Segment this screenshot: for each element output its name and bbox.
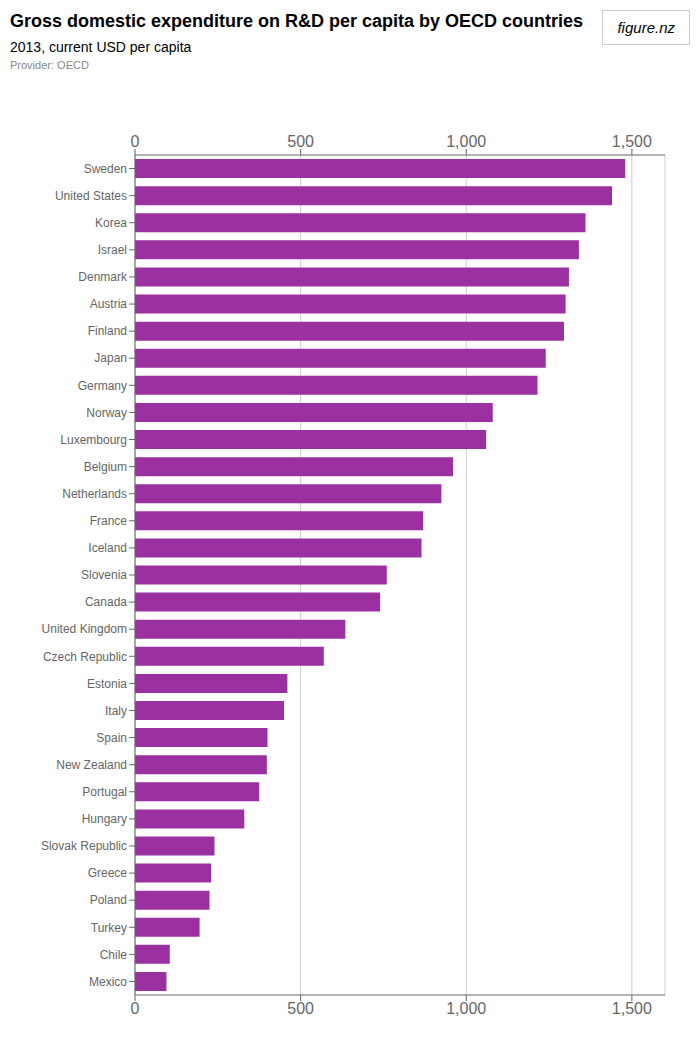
svg-text:Iceland: Iceland xyxy=(88,541,127,555)
svg-text:New Zealand: New Zealand xyxy=(56,758,127,772)
svg-text:Mexico: Mexico xyxy=(89,975,127,989)
svg-text:0: 0 xyxy=(131,133,140,150)
svg-text:Hungary: Hungary xyxy=(82,812,127,826)
svg-text:France: France xyxy=(90,514,128,528)
svg-text:Belgium: Belgium xyxy=(84,460,127,474)
svg-text:Netherlands: Netherlands xyxy=(62,487,127,501)
svg-text:Greece: Greece xyxy=(88,866,128,880)
svg-text:Chile: Chile xyxy=(100,948,128,962)
svg-text:0: 0 xyxy=(131,1000,140,1017)
svg-text:Canada: Canada xyxy=(85,595,127,609)
svg-text:Sweden: Sweden xyxy=(84,162,127,176)
svg-text:Austria: Austria xyxy=(90,297,128,311)
svg-text:Finland: Finland xyxy=(88,324,127,338)
svg-text:Spain: Spain xyxy=(96,731,127,745)
svg-text:Denmark: Denmark xyxy=(78,270,128,284)
svg-text:Slovenia: Slovenia xyxy=(81,568,127,582)
svg-text:Estonia: Estonia xyxy=(87,677,127,691)
svg-text:1,500: 1,500 xyxy=(612,1000,652,1017)
svg-text:Germany: Germany xyxy=(78,379,127,393)
svg-text:Portugal: Portugal xyxy=(82,785,127,799)
svg-text:Turkey: Turkey xyxy=(91,921,127,935)
svg-text:United States: United States xyxy=(55,189,127,203)
svg-text:500: 500 xyxy=(287,133,314,150)
html-text:Gross domestic expenditure on: Gross domestic expenditure on R&D per ca… xyxy=(10,11,584,31)
svg-text:500: 500 xyxy=(287,1000,314,1017)
html-text:2013, current USD per capita: 2013, current USD per capita xyxy=(10,38,192,55)
svg-text:Slovak Republic: Slovak Republic xyxy=(41,839,127,853)
html-text:figure.nz: figure.nz xyxy=(617,19,675,36)
svg-text:1,000: 1,000 xyxy=(446,133,486,150)
svg-text:1,000: 1,000 xyxy=(446,1000,486,1017)
svg-text:Norway: Norway xyxy=(86,406,127,420)
svg-text:Israel: Israel xyxy=(98,243,127,257)
svg-text:United Kingdom: United Kingdom xyxy=(42,622,127,636)
svg-text:Italy: Italy xyxy=(105,704,127,718)
svg-text:1,500: 1,500 xyxy=(612,133,652,150)
svg-text:Korea: Korea xyxy=(95,216,127,230)
svg-text:Japan: Japan xyxy=(94,351,127,365)
svg-text:Czech Republic: Czech Republic xyxy=(43,650,127,664)
html-text:Provider: OECD: Provider: OECD xyxy=(10,58,89,71)
svg-text:Poland: Poland xyxy=(90,893,127,907)
svg-text:Luxembourg: Luxembourg xyxy=(60,433,127,447)
